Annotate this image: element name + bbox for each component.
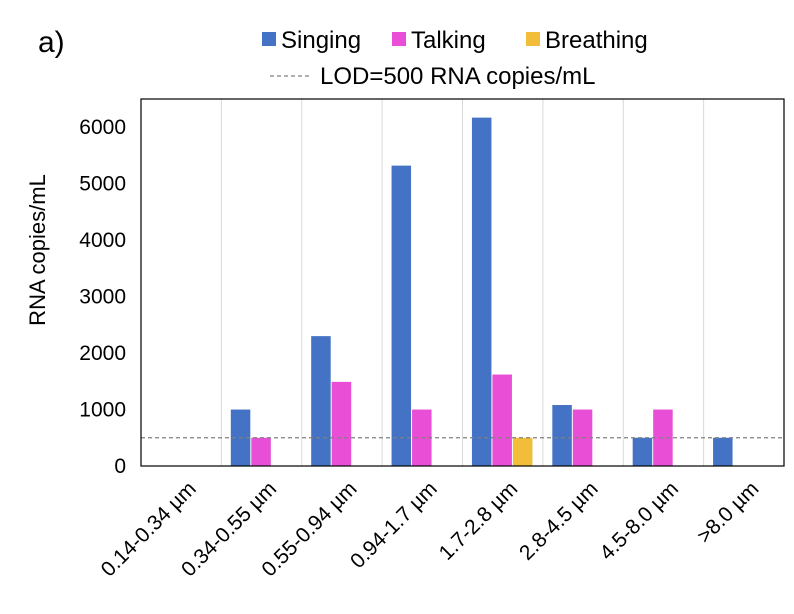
y-tick-label: 3000 (79, 286, 126, 309)
y-tick-label: 1000 (79, 399, 126, 422)
bar-talking (492, 374, 512, 466)
bar-breathing (512, 437, 533, 466)
bars (230, 117, 733, 466)
legend-label-breathing: Breathing (545, 27, 648, 54)
bar-singing (552, 405, 572, 466)
y-tick-label: 4000 (79, 229, 126, 252)
bar-talking (251, 437, 271, 466)
y-axis-ticks: 0 1000 2000 3000 4000 5000 6000 (79, 116, 126, 478)
y-tick-label: 0 (114, 455, 126, 478)
legend-swatch-singing (262, 32, 276, 46)
legend: Singing Talking Breathing LOD=500 RNA copie… (262, 27, 648, 90)
x-tick-label: 0.94-1.7 µm (346, 477, 442, 573)
panel-label: a) (38, 26, 65, 59)
plot-border (140, 98, 785, 467)
x-axis-ticks: 0.14-0.34 µm0.34-0.55 µm0.55-0.94 µm0.94… (97, 477, 764, 581)
bar-singing (391, 165, 412, 466)
x-tick-label: >8.0 µm (693, 477, 764, 548)
bar-singing (632, 437, 653, 466)
legend-label-singing: Singing (281, 27, 361, 54)
legend-swatch-talking (392, 32, 406, 46)
bar-singing (471, 117, 492, 466)
plot-frame (140, 98, 785, 467)
legend-swatch-breathing (526, 32, 540, 46)
y-tick-label: 5000 (79, 173, 126, 196)
y-tick-label: 2000 (79, 342, 126, 365)
y-tick-label: 6000 (79, 116, 126, 139)
legend-label-lod: LOD=500 RNA copies/mL (320, 63, 595, 90)
bar-singing (713, 437, 733, 466)
bar-singing (311, 336, 331, 466)
legend-label-talking: Talking (411, 27, 486, 54)
bar-talking (331, 381, 352, 466)
x-tick-label: 1.7-2.8 µm (435, 477, 523, 565)
y-axis-title: RNA copies/mL (25, 174, 50, 326)
x-tick-label: 2.8-4.5 µm (515, 477, 603, 565)
x-tick-label: 4.5-8.0 µm (595, 477, 683, 565)
category-separators (220, 99, 705, 466)
